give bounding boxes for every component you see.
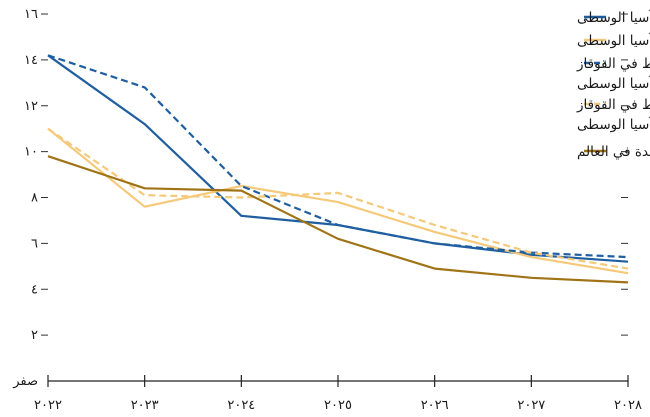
legend-label-4: توقعات أكتوبر ٢٠٢٣ للبلدان المستوردة للن… [576, 95, 650, 113]
x-tick-label: ٢٠٢٤ [227, 398, 255, 413]
series-line-5 [47, 155, 629, 284]
legend-label-5: الأسواق الصاعدة في العالم [577, 143, 650, 160]
y-tick-label: ١٢ [24, 99, 38, 114]
legend-label-1: البلدان المصدرة للنفط في القوقاز وآسيا ا… [577, 9, 650, 26]
y-tick-label: ٨ [31, 191, 38, 206]
y-tick-label: ١٤ [24, 53, 38, 68]
y-tick-label: ٢ [31, 328, 38, 343]
x-tick-label: ٢٠٢٣ [131, 398, 159, 413]
y-tick-label: ١٠ [24, 145, 38, 160]
x-tick-label: ٢٠٢٨ [614, 398, 642, 413]
y-tick-label: صفر [12, 374, 38, 389]
series-line-2 [47, 127, 629, 275]
x-tick-label: ٢٠٢٧ [517, 398, 545, 413]
legend-label-3: توقعات أكتوبر ٢٠٢٣ للبلدان المصدرة للنفط… [576, 54, 650, 72]
series-line-1 [47, 54, 629, 263]
y-tick-label: ٤ [31, 282, 38, 297]
y-tick-label: ٦ [31, 236, 38, 251]
chart-axes: صفر ٢ ٤ ٦ ٨ ١٠ ١٢ ١٤ ١٦ ٢٠٢٢ ٢٠٢٣ ٢٠٢٤ ٢٠٢٥ ٢٠٢٦ ٢٠٢٧ ٢… [12, 7, 642, 413]
x-tick-label: ٢٠٢٢ [34, 398, 62, 413]
legend-label-3: وآسيا الوسطى [577, 75, 650, 92]
x-tick-label: ٢٠٢٥ [324, 398, 352, 413]
chart-legend: البلدان المصدرة للنفط في القوقاز وآسيا ا… [576, 9, 650, 160]
y-tick-label: ١٦ [24, 7, 38, 22]
chart-series [47, 54, 629, 284]
series-line-3 [47, 54, 629, 259]
x-tick-label: ٢٠٢٦ [421, 398, 449, 413]
legend-label-2: البلدان المستوردة للنفط في القوقاز وآسيا… [577, 32, 650, 49]
legend-label-4: وآسيا الوسطى [577, 116, 650, 133]
series-line-4 [47, 127, 629, 270]
